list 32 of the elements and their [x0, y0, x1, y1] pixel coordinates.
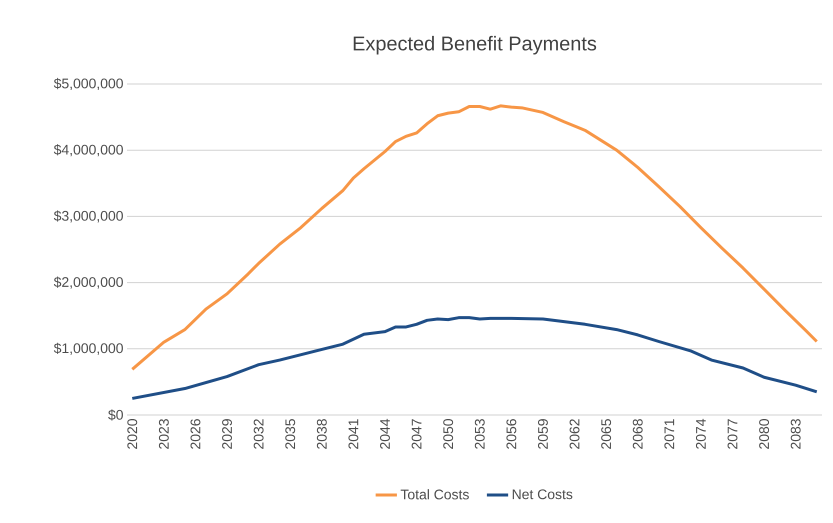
x-tick-label: 2026 [190, 419, 200, 449]
x-tick-label: 2047 [412, 419, 422, 449]
x-tick-label: 2041 [348, 419, 358, 449]
x-tick-label: 2053 [474, 419, 485, 449]
x-tick-label: 2020 [127, 419, 138, 449]
x-tick-label: 2029 [222, 419, 232, 449]
legend-label: Total Costs [400, 489, 469, 500]
line-series [130, 316, 818, 400]
x-tick-label: 2044 [380, 418, 390, 449]
x-tick-label: 2059 [538, 419, 548, 449]
x-tick-label: 2062 [570, 419, 580, 449]
x-tick-label: 2038 [316, 419, 327, 449]
x-tick-label: 2056 [506, 419, 516, 449]
y-tick-label: $0 [108, 409, 123, 421]
x-tick-label: 2080 [759, 419, 770, 449]
x-tick-label: 2068 [632, 419, 643, 449]
x-tick-label: 2023 [158, 419, 169, 449]
y-tick-label: $2,000,000 [54, 276, 123, 289]
x-tick-label: 2035 [285, 419, 296, 449]
y-tick-label: $5,000,000 [54, 78, 123, 90]
x-tick-label: 2071 [664, 419, 674, 449]
chart-title: Expected Benefit Payments [354, 36, 596, 54]
x-tick-label: 2083 [790, 419, 801, 449]
x-tick-label: 2065 [601, 419, 612, 449]
x-tick-label: 2077 [728, 419, 738, 449]
x-tick-label: 2074 [696, 418, 706, 449]
legend-label: Net Costs [512, 489, 572, 500]
y-tick-label: $3,000,000 [54, 210, 123, 222]
y-tick-label: $4,000,000 [54, 144, 123, 156]
x-tick-label: 2032 [254, 419, 264, 449]
x-tick-label: 2050 [443, 419, 454, 449]
y-tick-label: $1,000,000 [54, 342, 123, 355]
